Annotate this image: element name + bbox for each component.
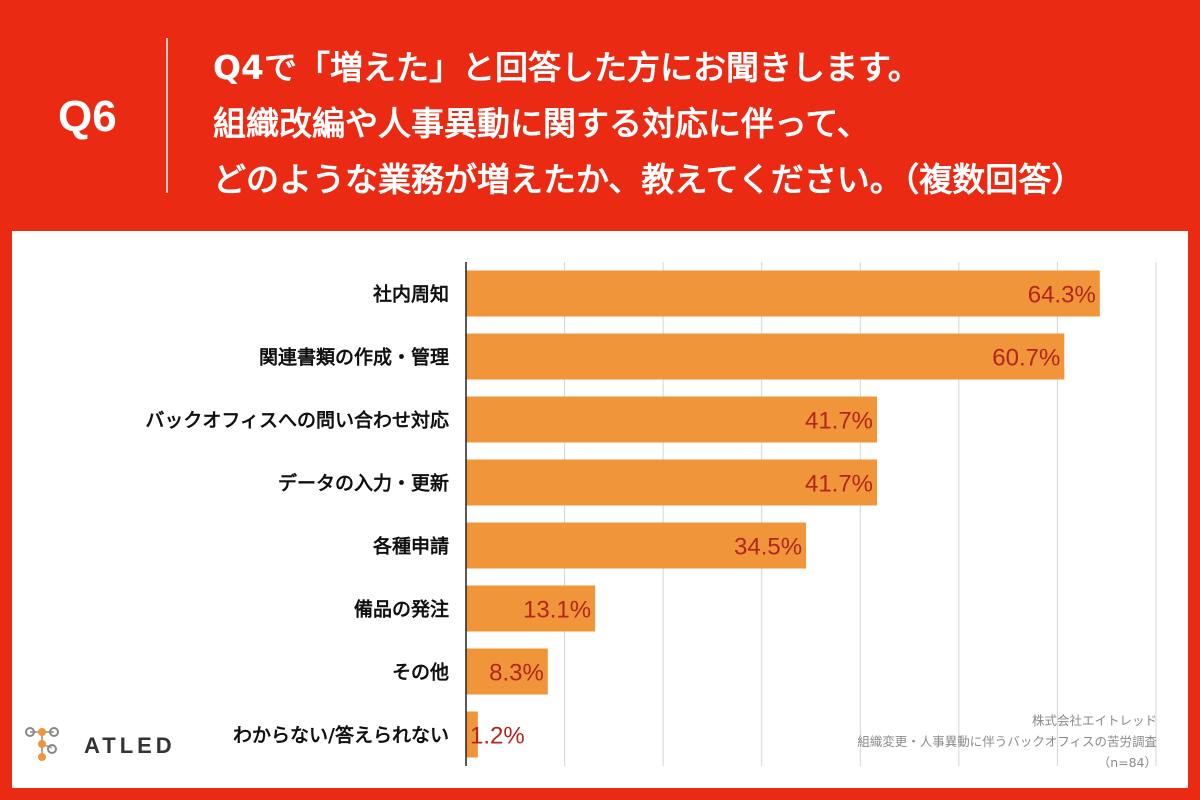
bar	[466, 711, 478, 758]
bar	[466, 522, 807, 569]
data-label: 41.7%	[805, 408, 873, 435]
question-line-2: 組織改編や人事異動に関する対応に伴って、	[213, 104, 870, 143]
logo-wordmark: ATLED	[84, 733, 176, 758]
category-label: バックオフィスへの問い合わせ対応	[145, 409, 449, 432]
bar-chart: 社内周知 64.3% 関連書類の作成・管理 60.7% バックオフィスへの問い合わせ対応…	[145, 262, 1157, 766]
credit-company: 株式会社エイトレッド	[1031, 713, 1157, 728]
bar	[466, 396, 878, 443]
question-line-1: Q4で「増えた」と回答した方にお聞きします。	[213, 48, 921, 87]
credit-sample-size: （n=84）	[1097, 755, 1157, 770]
category-label: わからない/答えられない	[233, 724, 449, 747]
category-label: 関連書類の作成・管理	[259, 346, 449, 369]
category-label: その他	[392, 661, 449, 684]
bar	[466, 333, 1065, 380]
data-label: 1.2%	[470, 723, 525, 750]
chart-panel: 社内周知 64.3% 関連書類の作成・管理 60.7% バックオフィスへの問い合わせ対応…	[12, 231, 1188, 788]
data-label: 60.7%	[992, 345, 1060, 372]
category-label: 社内周知	[372, 283, 449, 306]
data-label: 8.3%	[489, 660, 544, 687]
question-line-3: どのような業務が増えたか、教えてください。（複数回答）	[213, 160, 1085, 199]
credit-survey: 組織変更・人事異動に伴うバックオフィスの苦労調査	[857, 734, 1157, 749]
data-label: 64.3%	[1028, 282, 1096, 309]
category-label: 備品の発注	[354, 598, 449, 621]
header-divider	[166, 38, 168, 193]
category-label: 各種申請	[372, 535, 449, 558]
question-header: Q6 Q4で「増えた」と回答した方にお聞きします。 組織改編や人事異動に関する対…	[0, 0, 1200, 220]
bar	[466, 270, 1100, 317]
source-credit: 株式会社エイトレッド 組織変更・人事異動に伴うバックオフィスの苦労調査 （n=8…	[857, 710, 1157, 773]
atled-molecule-logo-icon	[25, 727, 59, 761]
bar	[466, 459, 878, 506]
bar	[466, 585, 596, 632]
question-text: Q4で「増えた」と回答した方にお聞きします。 組織改編や人事異動に関する対応に伴…	[213, 40, 1084, 208]
data-label: 34.5%	[734, 534, 802, 561]
category-label: データの入力・更新	[278, 472, 449, 495]
data-label: 41.7%	[805, 471, 873, 498]
question-number: Q6	[58, 92, 117, 141]
data-label: 13.1%	[523, 597, 591, 624]
atled-logo: ATLED	[22, 722, 172, 766]
bar	[466, 648, 548, 695]
